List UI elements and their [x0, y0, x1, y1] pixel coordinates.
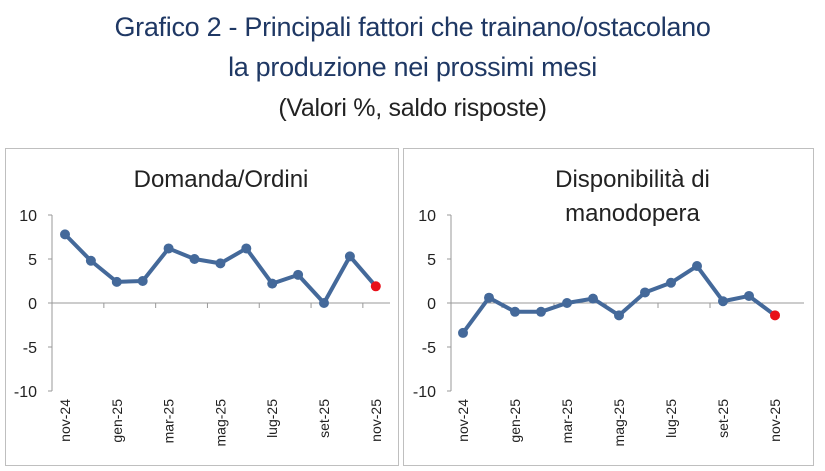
series-line — [63, 232, 378, 305]
chart-panel-manodopera: Disponibilità di manodopera 10 5 0 -5 -10 nov-2… — [403, 148, 814, 466]
y-tick-label: -10 — [14, 384, 37, 401]
title-line-3: (Valori %, saldo risposte) — [278, 94, 547, 122]
chart-manodopera: Disponibilità di manodopera 10 5 0 -5 -10 nov-2… — [413, 166, 804, 447]
x-tick-label: set-25 — [715, 399, 731, 438]
data-point — [510, 306, 520, 317]
chart-domanda: Domanda/Ordini 10 5 0 -5 -10 nov-24 gen-25 mar-2… — [14, 166, 390, 447]
data-point — [85, 255, 96, 266]
x-tick-label: lug-25 — [264, 399, 280, 438]
data-point — [562, 298, 572, 308]
y-tick-label: 0 — [28, 296, 37, 313]
data-point — [692, 261, 702, 272]
chart-title: manodopera — [565, 200, 700, 227]
x-tick-label: nov-24 — [455, 399, 471, 442]
x-tick-label: mar-25 — [559, 399, 575, 444]
data-point — [640, 287, 650, 298]
chart-panel-domanda: Domanda/Ordini 10 5 0 -5 -10 nov-24 gen-25 mar-2… — [5, 148, 399, 466]
x-tick-label: nov-24 — [57, 399, 73, 442]
y-tick-label: 0 — [427, 296, 436, 313]
data-point — [111, 276, 122, 287]
data-point — [241, 243, 252, 254]
x-tick-label: mag-25 — [611, 399, 627, 447]
title-line-1: Grafico 2 - Principali fattori che train… — [114, 12, 711, 42]
x-tick-label: mar-25 — [161, 399, 177, 444]
x-tick-label: mag-25 — [212, 399, 228, 447]
data-point — [215, 258, 226, 269]
x-tick-label: gen-25 — [109, 399, 125, 443]
data-point — [536, 306, 546, 317]
data-point — [770, 310, 780, 321]
data-point — [60, 229, 70, 240]
y-tick-label: 5 — [427, 252, 436, 269]
title-line-2: la produzione nei prossimi mesi — [228, 52, 597, 82]
x-tick-label: nov-25 — [368, 399, 384, 442]
data-point — [137, 276, 148, 286]
series-line — [461, 264, 777, 335]
data-point — [267, 278, 278, 289]
x-tick-label: set-25 — [316, 399, 332, 438]
data-point — [370, 281, 381, 292]
y-tick-label: -5 — [23, 340, 37, 357]
y-tick-label: -10 — [413, 384, 436, 401]
data-point — [319, 298, 329, 308]
data-point — [293, 269, 304, 280]
data-point — [189, 254, 200, 264]
y-tick-label: 10 — [418, 208, 436, 225]
data-point — [744, 290, 754, 301]
data-point — [718, 296, 728, 307]
y-tick-label: 10 — [19, 208, 37, 225]
data-point — [458, 327, 468, 338]
data-point — [344, 251, 355, 262]
chart-title: Domanda/Ordini — [134, 166, 309, 193]
x-tick-label: lug-25 — [663, 399, 679, 438]
data-point — [614, 310, 624, 321]
data-point — [484, 292, 494, 303]
y-tick-label: -5 — [422, 340, 436, 357]
data-point — [666, 277, 676, 288]
x-tick-label: gen-25 — [507, 399, 523, 443]
y-tick-label: 5 — [28, 252, 37, 269]
data-point — [163, 243, 174, 254]
x-tick-label: nov-25 — [767, 399, 783, 442]
chart-title: Disponibilità di — [555, 166, 710, 193]
data-point — [588, 293, 598, 304]
